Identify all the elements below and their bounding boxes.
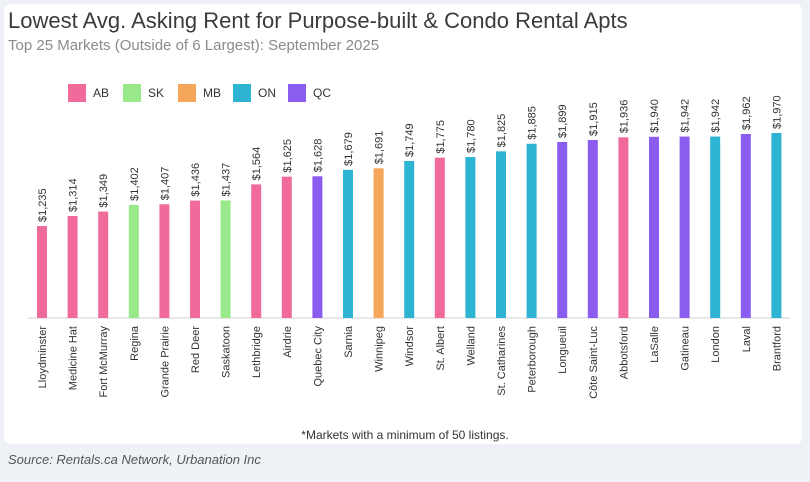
- legend-label-mb: MB: [203, 86, 221, 100]
- bar-23: [740, 134, 751, 318]
- bar-19: [618, 137, 629, 318]
- value-label-20: $1,940: [649, 99, 661, 133]
- category-label-21: Gatineau: [680, 326, 692, 371]
- category-label-3: Regina: [129, 325, 141, 361]
- category-label-13: St. Albert: [435, 326, 447, 371]
- legend-swatch-sk: [123, 84, 141, 102]
- legend: AB SK MB ON QC: [68, 84, 343, 102]
- bar-8: [281, 176, 292, 318]
- category-label-10: Sarnia: [343, 325, 355, 358]
- bar-2: [98, 211, 109, 318]
- value-label-6: $1,437: [221, 163, 233, 197]
- category-label-2: Fort McMurray: [98, 326, 110, 398]
- bar-10: [343, 169, 353, 318]
- legend-swatch-on: [233, 84, 251, 102]
- legend-label-sk: SK: [148, 86, 165, 100]
- category-label-22: London: [710, 326, 722, 363]
- bar-17: [557, 141, 568, 318]
- value-label-3: $1,402: [129, 167, 141, 201]
- bar-22: [710, 136, 721, 318]
- legend-item-qc: QC: [288, 84, 343, 102]
- legend-label-on: ON: [258, 86, 276, 100]
- value-label-16: $1,885: [527, 106, 539, 140]
- category-label-20: LaSalle: [649, 326, 661, 363]
- chart-title: Lowest Avg. Asking Rent for Purpose-buil…: [8, 8, 628, 33]
- bar-chart: $1,235 Lloydminster $1,314 Medicine Hat $1,3…: [28, 95, 790, 399]
- category-label-9: Quebec City: [312, 326, 324, 387]
- legend-swatch-qc: [288, 84, 306, 102]
- category-label-19: Abbotsford: [618, 326, 630, 379]
- bar-0: [37, 226, 47, 318]
- category-label-1: Medicine Hat: [68, 326, 80, 390]
- value-label-7: $1,564: [251, 147, 263, 181]
- value-label-5: $1,436: [190, 163, 202, 197]
- bar-6: [220, 200, 231, 318]
- legend-label-qc: QC: [313, 86, 331, 100]
- value-label-8: $1,625: [282, 139, 294, 173]
- legend-item-mb: MB: [178, 84, 233, 102]
- bar-15: [496, 151, 506, 318]
- value-label-11: $1,691: [374, 131, 386, 165]
- legend-item-ab: AB: [68, 84, 123, 102]
- bar-18: [587, 139, 598, 318]
- bar-5: [190, 200, 200, 318]
- category-label-16: Peterborough: [527, 326, 539, 393]
- bar-12: [404, 160, 415, 318]
- category-label-5: Red Deer: [190, 326, 202, 373]
- bar-11: [373, 168, 384, 318]
- bar-7: [251, 184, 262, 318]
- bar-21: [679, 136, 690, 318]
- value-label-13: $1,775: [435, 120, 447, 154]
- category-label-12: Windsor: [404, 326, 416, 367]
- bar-20: [649, 136, 659, 318]
- category-label-6: Saskatoon: [221, 326, 233, 378]
- legend-item-sk: SK: [123, 84, 178, 102]
- category-label-17: Longueuil: [557, 326, 569, 374]
- category-label-18: Côte Saint-Luc: [588, 326, 600, 399]
- category-label-14: Welland: [465, 326, 477, 366]
- category-label-0: Lloydminster: [37, 326, 49, 389]
- bar-14: [465, 157, 476, 318]
- bar-13: [434, 157, 445, 318]
- bar-9: [312, 176, 323, 318]
- category-label-4: Grande Prairie: [159, 326, 171, 398]
- chart-subtitle: Top 25 Markets (Outside of 6 Largest): S…: [8, 37, 380, 54]
- value-label-14: $1,780: [465, 119, 477, 153]
- legend-swatch-ab: [68, 84, 86, 102]
- legend-swatch-mb: [178, 84, 196, 102]
- value-label-2: $1,349: [98, 174, 110, 208]
- value-label-22: $1,942: [710, 99, 722, 133]
- bar-1: [67, 216, 78, 318]
- category-label-23: Laval: [741, 326, 753, 352]
- category-label-15: St. Catharines: [496, 326, 508, 396]
- value-label-12: $1,749: [404, 123, 416, 157]
- legend-label-ab: AB: [93, 86, 110, 100]
- value-label-15: $1,825: [496, 114, 508, 148]
- value-label-23: $1,962: [741, 96, 753, 130]
- bar-3: [128, 204, 139, 318]
- bar-4: [159, 204, 170, 318]
- bar-24: [771, 133, 782, 318]
- category-label-24: Brantford: [771, 326, 783, 371]
- value-label-21: $1,942: [680, 99, 692, 133]
- value-label-0: $1,235: [37, 188, 49, 222]
- category-label-7: Lethbridge: [251, 326, 263, 378]
- value-label-18: $1,915: [588, 102, 600, 136]
- value-label-4: $1,407: [159, 167, 171, 201]
- value-label-9: $1,628: [312, 139, 324, 173]
- value-label-19: $1,936: [618, 100, 630, 134]
- value-label-17: $1,899: [557, 104, 569, 138]
- legend-item-on: ON: [233, 84, 288, 102]
- bar-16: [526, 143, 537, 318]
- source-text: Source: Rentals.ca Network, Urbanation I…: [8, 452, 261, 467]
- value-label-10: $1,679: [343, 132, 355, 166]
- category-label-8: Airdrie: [282, 326, 294, 358]
- value-label-24: $1,970: [771, 95, 783, 129]
- value-label-1: $1,314: [68, 178, 80, 212]
- category-label-11: Winnipeg: [374, 326, 386, 372]
- footnote: *Markets with a minimum of 50 listings.: [301, 428, 509, 442]
